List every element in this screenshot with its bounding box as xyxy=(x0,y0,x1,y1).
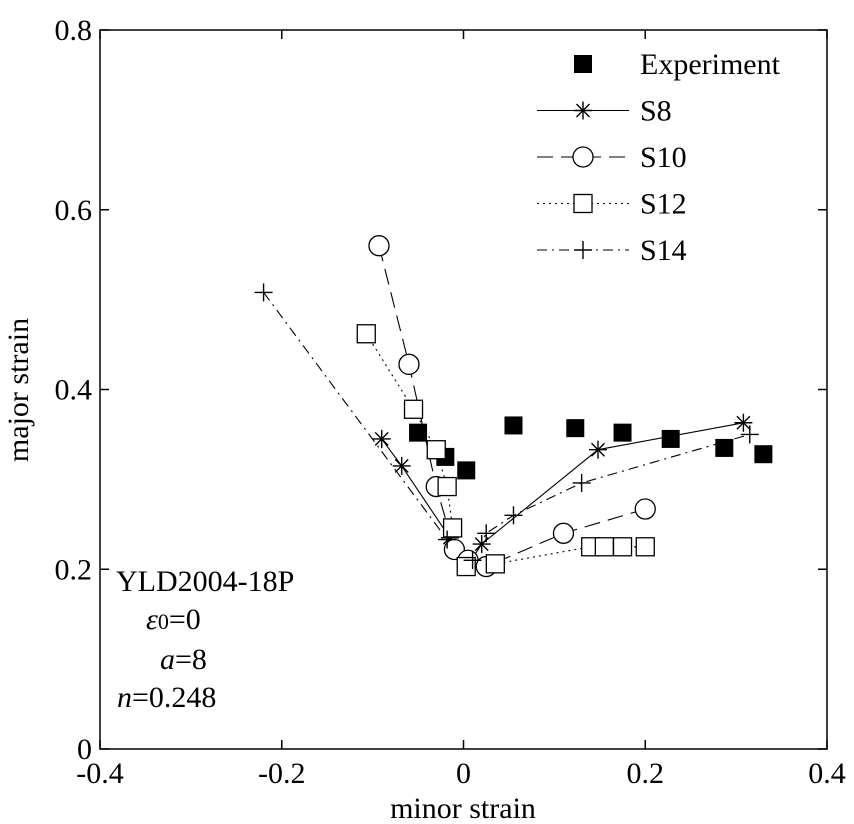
data-point-s14 xyxy=(254,283,273,302)
annotation-n: n=0.248 xyxy=(117,681,216,714)
axis-ticks xyxy=(99,29,828,750)
data-point-experiment xyxy=(504,416,523,435)
legend-label: Experiment xyxy=(640,48,781,81)
data-point-s14 xyxy=(477,524,496,543)
legend-label: S8 xyxy=(640,95,672,128)
data-point-s12 xyxy=(356,324,376,344)
n-symbol: n xyxy=(117,681,132,714)
data-point-s12 xyxy=(594,537,615,557)
data-point-experiment xyxy=(661,429,680,448)
legend-item-s8: S8 xyxy=(537,95,672,128)
legend-item-s14: S14 xyxy=(537,234,687,267)
legend-marker xyxy=(572,146,594,168)
legend-label: S14 xyxy=(640,234,687,267)
annotation-epsilon: ε0=0 xyxy=(146,603,201,636)
epsilon-value: =0 xyxy=(169,603,201,636)
data-point-s14 xyxy=(504,506,523,525)
annotation-a: a=8 xyxy=(160,643,207,676)
x-tick-label: 0 xyxy=(456,757,471,790)
data-point-experiment xyxy=(566,419,585,438)
a-value: =8 xyxy=(175,643,207,676)
data-point-s8 xyxy=(588,440,607,459)
data-point-s12 xyxy=(426,440,446,460)
data-point-s12 xyxy=(485,554,505,574)
legend-marker xyxy=(573,193,593,214)
n-value: =0.248 xyxy=(132,681,216,714)
annotation-model: YLD2004-18P xyxy=(116,565,294,598)
data-point-s12 xyxy=(403,399,424,419)
a-symbol: a xyxy=(160,643,175,676)
y-tick-label: 0.2 xyxy=(55,553,93,586)
data-point-s14 xyxy=(740,425,759,444)
y-axis-title: major strain xyxy=(2,318,35,462)
data-point-s14 xyxy=(572,473,591,492)
data-point-experiment xyxy=(715,438,734,457)
x-tick-label: 0.2 xyxy=(627,757,665,790)
epsilon-subscript: 0 xyxy=(158,609,169,634)
data-point-s14 xyxy=(463,551,482,570)
y-tick-label: 0.4 xyxy=(55,374,93,407)
data-point-s8 xyxy=(372,429,391,448)
data-point-s12 xyxy=(612,537,633,557)
x-tick-label: 0.4 xyxy=(808,757,846,790)
y-tick-label: 0.8 xyxy=(55,14,93,47)
data-point-s10 xyxy=(552,522,575,544)
data-point-s12 xyxy=(456,556,476,577)
data-point-experiment xyxy=(754,445,773,464)
legend-marker xyxy=(574,101,592,120)
plot-frame xyxy=(99,29,828,750)
data-point-experiment xyxy=(409,423,428,442)
series-lines xyxy=(263,245,750,568)
data-point-s12 xyxy=(635,537,655,557)
legend-item-experiment: Experiment xyxy=(574,48,781,81)
data-point-s14 xyxy=(438,530,457,549)
data-point-experiment xyxy=(613,423,632,442)
legend-item-s10: S10 xyxy=(537,141,687,174)
x-axis-title: minor strain xyxy=(390,792,536,824)
data-point-s8 xyxy=(392,456,411,475)
x-tick-label: -0.2 xyxy=(258,757,306,790)
legend-item-s12: S12 xyxy=(537,188,687,221)
data-point-s12 xyxy=(437,476,457,497)
legend-marker xyxy=(574,241,592,259)
x-tick-label: -0.4 xyxy=(76,757,124,790)
data-point-experiment xyxy=(457,461,476,480)
parameter-annotation: YLD2004-18P ε0=0 a=8 n=0.248 xyxy=(116,565,294,714)
legend-label: S12 xyxy=(640,188,687,221)
data-point-s10 xyxy=(398,353,420,375)
legend-marker xyxy=(574,55,592,73)
data-point-s8 xyxy=(734,413,753,432)
y-tick-label: 0 xyxy=(77,733,92,766)
data-point-s10 xyxy=(634,498,656,520)
series-markers xyxy=(254,235,773,578)
data-point-s10 xyxy=(368,235,390,257)
legend: Experiment S8 S10 S12 S14 xyxy=(537,48,781,267)
epsilon-symbol: ε xyxy=(146,603,158,636)
tick-labels: -0.4 -0.2 0 0.2 0.4 0 0.2 0.4 0.6 0.8 xyxy=(55,14,846,790)
y-tick-label: 0.6 xyxy=(55,194,93,227)
legend-label: S10 xyxy=(640,141,687,174)
data-point-s12 xyxy=(442,518,463,538)
data-point-s8 xyxy=(472,535,491,554)
